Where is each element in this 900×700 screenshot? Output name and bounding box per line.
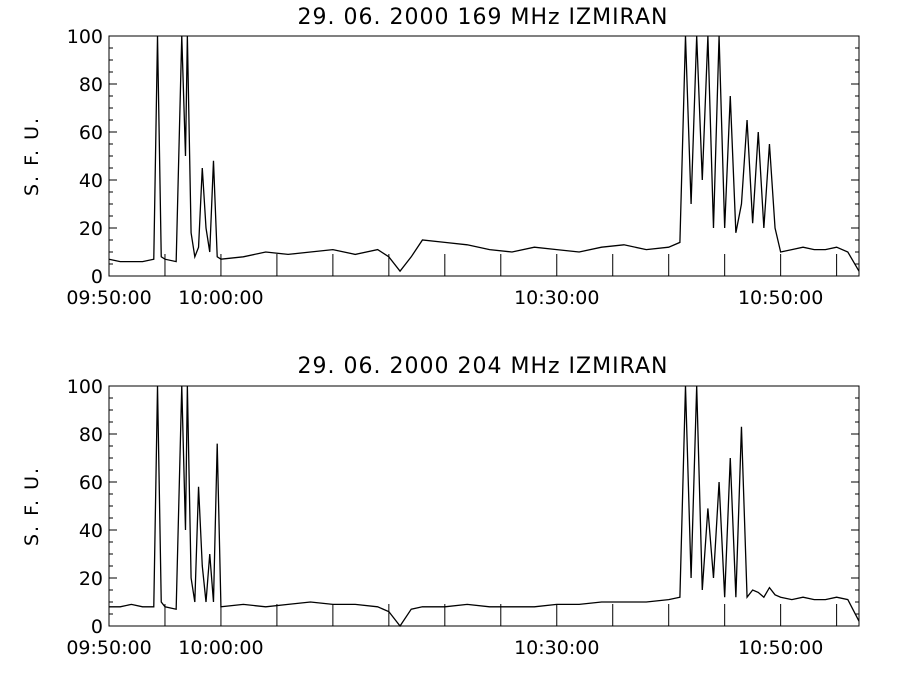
series-line [108, 35, 860, 273]
y-axis-ticks: 0 20 40 60 80 100 [67, 26, 859, 288]
y-tick-label: 20 [79, 218, 103, 240]
y-tick-label: 20 [79, 568, 103, 590]
chart-title: 29. 06. 2000 204 MHz IZMIRAN [298, 354, 669, 379]
series-group [109, 385, 860, 628]
x-tick-label: 10:50:00 [738, 287, 823, 309]
series-group [108, 35, 860, 273]
x-tick-label: 09:50:00 [66, 637, 151, 659]
y-tick-label: 100 [67, 376, 103, 398]
series-line [109, 385, 860, 628]
chart-title: 29. 06. 2000 169 MHz IZMIRAN [298, 5, 669, 30]
plot-frame [108, 35, 860, 277]
x-tick-label: 10:30:00 [514, 637, 599, 659]
y-tick-label: 80 [79, 424, 103, 446]
x-tick-label: 10:00:00 [178, 637, 263, 659]
x-tick-label: 09:50:00 [66, 287, 151, 309]
x-tick-label: 10:30:00 [514, 287, 599, 309]
y-tick-label: 40 [79, 520, 103, 542]
x-tick-label: 10:00:00 [178, 287, 263, 309]
y-tick-label: 80 [79, 74, 103, 96]
x-axis-ticks: 09:50:00 10:00:00 10:30:00 10:50:00 [66, 254, 838, 309]
y-tick-label: 60 [79, 472, 103, 494]
chart-169mhz: 29. 06. 2000 169 MHz IZMIRAN S. F. U. 0 2… [21, 5, 860, 309]
y-tick-label: 100 [67, 26, 103, 48]
y-axis-label: S. F. U. [21, 466, 43, 546]
chart-204mhz: 29. 06. 2000 204 MHz IZMIRAN S. F. U. 0 2… [21, 354, 860, 659]
y-axis-ticks: 0 20 40 60 80 100 [67, 376, 859, 638]
x-tick-label: 10:50:00 [738, 637, 823, 659]
x-axis-ticks: 09:50:00 10:00:00 10:30:00 10:50:00 [66, 604, 838, 659]
y-axis-label: S. F. U. [21, 116, 43, 196]
y-tick-label: 0 [91, 266, 103, 288]
y-tick-label: 40 [79, 170, 103, 192]
y-tick-label: 0 [91, 616, 103, 638]
y-tick-label: 60 [79, 122, 103, 144]
